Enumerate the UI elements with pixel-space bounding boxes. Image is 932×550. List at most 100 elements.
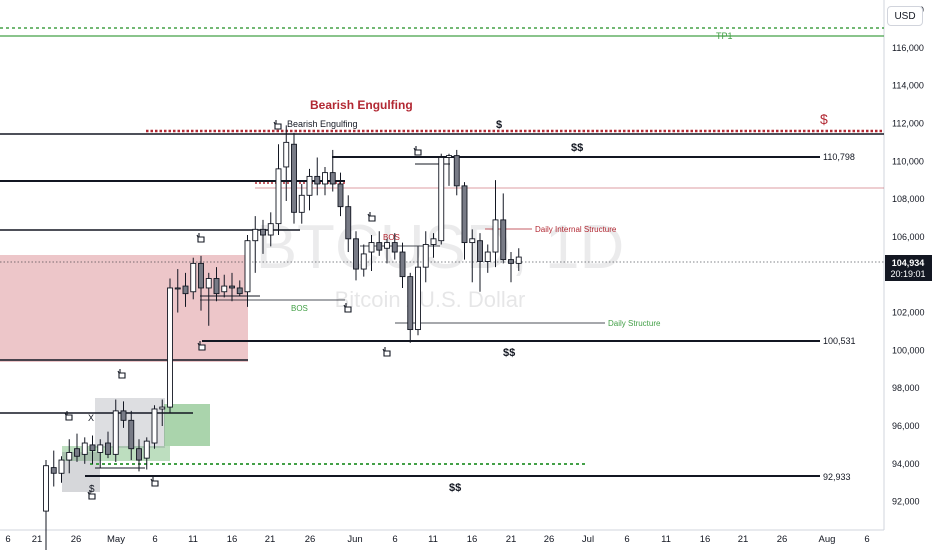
candle-body-down	[500, 219, 507, 261]
hand-pointer-icon	[382, 347, 391, 357]
x-tick-label: 6	[152, 534, 157, 545]
current-price-value: 104,934	[892, 258, 925, 268]
candle-body-up	[469, 238, 476, 244]
candle-body-down	[453, 155, 460, 187]
candle	[422, 231, 429, 283]
pointer-icons	[64, 120, 422, 500]
candle-body-down	[329, 172, 336, 185]
y-tick-label: 112,000	[892, 118, 924, 128]
candle	[213, 267, 220, 302]
candle-body-up	[267, 223, 274, 236]
candle-body-up	[484, 251, 491, 262]
x-tick-label: 26	[71, 534, 82, 545]
supply-zone	[0, 255, 248, 362]
candle	[182, 272, 189, 307]
candle	[143, 437, 150, 470]
candle-body-up	[167, 287, 173, 408]
level-92933-label: 92,933	[823, 472, 851, 482]
candle-body-up	[159, 406, 166, 410]
y-tick-label: 102,000	[892, 308, 925, 318]
candle	[368, 235, 375, 271]
y-tick-label: 96,000	[892, 421, 920, 431]
candle-body-up	[322, 172, 328, 185]
candle	[236, 280, 243, 296]
currency-button[interactable]: USD	[887, 6, 923, 26]
candle	[515, 248, 522, 271]
candle	[291, 132, 297, 224]
candle	[244, 235, 251, 307]
x-tick-label: 11	[661, 534, 671, 545]
candle-body-down	[477, 240, 483, 262]
candle	[229, 272, 235, 302]
watermark-name: Bitcoin / U.S. Dollar	[335, 287, 526, 312]
x-tick-label: 11	[428, 534, 438, 545]
candle-body-up	[151, 408, 158, 444]
candle	[167, 278, 173, 413]
bearish-engulfing-title: Bearish Engulfing	[310, 98, 413, 112]
candle	[345, 195, 352, 253]
candle-body-up	[58, 459, 65, 474]
candle-body-down	[461, 185, 468, 244]
candle-body-up	[415, 266, 421, 331]
candle	[112, 399, 119, 462]
candle-body-up	[252, 228, 259, 242]
candle-body-down	[128, 419, 135, 450]
x-tick-label: 26	[777, 534, 788, 545]
x-tick-label: 21	[32, 534, 43, 545]
candle-body-down	[376, 242, 383, 251]
candle-body-up	[143, 440, 150, 459]
candle-body-down	[136, 448, 142, 461]
candle	[151, 405, 158, 449]
candle-body-up	[174, 287, 181, 290]
candle	[74, 433, 80, 462]
x-tick-label: 26	[305, 534, 316, 545]
candle-body-down	[291, 143, 297, 213]
candle-body-down	[353, 238, 359, 270]
daily-internal-label: Daily Internal Structure	[535, 225, 617, 234]
candle-body-up	[298, 194, 305, 213]
candle-body-up	[244, 240, 251, 293]
candles	[43, 125, 522, 550]
candle-body-down	[182, 285, 189, 295]
y-tick-label: 114,000	[892, 81, 924, 91]
candle-body-down	[337, 183, 344, 208]
candle	[453, 149, 460, 196]
y-tick-label: 106,000	[892, 232, 925, 242]
candle-body-down	[345, 206, 352, 240]
candle	[306, 168, 313, 211]
x-tick-label: 26	[544, 534, 555, 545]
candle	[298, 183, 305, 224]
candle-countdown: 20:19:01	[890, 269, 925, 279]
x-tick-label: Jun	[347, 534, 362, 545]
candle-body-up	[81, 442, 88, 455]
candle-body-up	[446, 155, 452, 158]
candle-body-up	[422, 244, 429, 268]
candle-body-up	[283, 141, 290, 168]
candle	[97, 439, 104, 468]
x-tick-label: Aug	[819, 534, 836, 545]
candle-body-up	[515, 256, 522, 264]
x-tick-label: 11	[188, 534, 198, 545]
candle	[275, 144, 282, 236]
candle	[446, 153, 452, 186]
candle-body-up	[97, 444, 104, 453]
candle	[360, 244, 367, 277]
candle	[267, 212, 274, 247]
x-axis-ticks: 6 21 26 May 6 11 16 21 26 Jun 6 11 16 21 26 Jul 6 11 16 21 2…	[5, 534, 869, 545]
hand-pointer-icon	[343, 303, 352, 313]
y-tick-label: 94,000	[892, 459, 920, 469]
candle	[469, 229, 476, 283]
x-tick-label: 6	[624, 534, 629, 545]
candle-body-down	[314, 175, 321, 185]
candle-body-down	[105, 442, 111, 455]
candle-body-up	[112, 410, 119, 455]
candle-body-up	[221, 285, 228, 293]
x-tick-label: Jul	[582, 534, 594, 545]
candle-body-up	[430, 238, 437, 245]
x-tick-label: 21	[506, 534, 517, 545]
candle	[81, 437, 88, 464]
candle	[461, 182, 468, 260]
candle-body-up	[66, 452, 73, 461]
y-tick-label: 116,000	[892, 43, 924, 53]
